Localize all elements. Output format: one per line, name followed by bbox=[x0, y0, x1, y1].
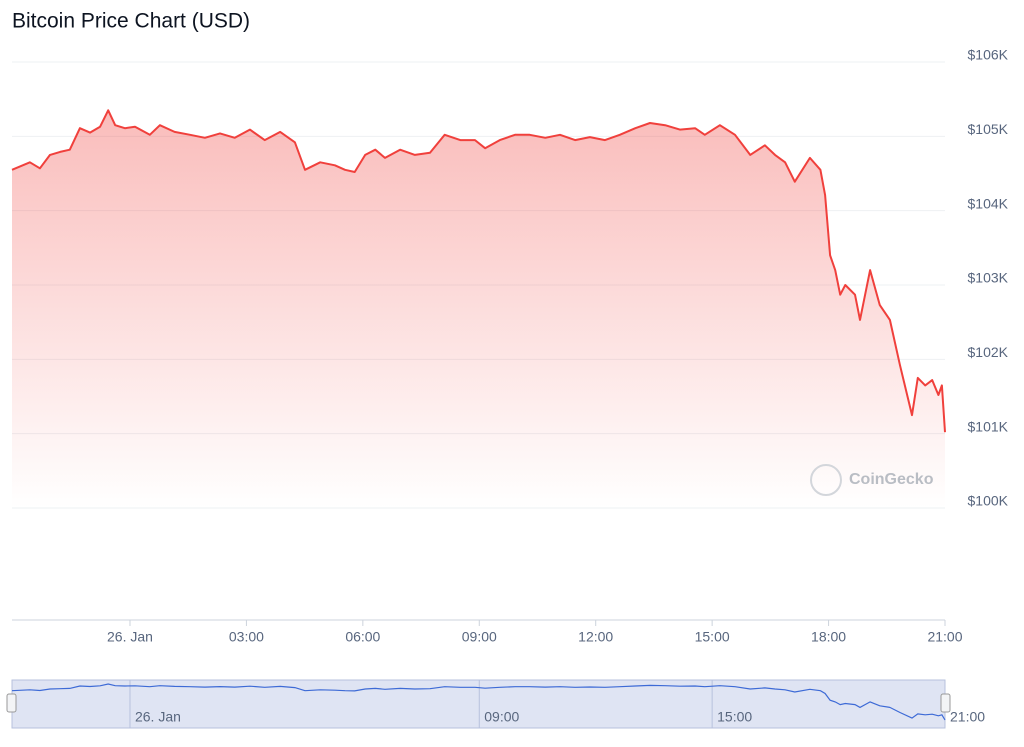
y-tick-label: $104K bbox=[968, 195, 1009, 211]
area-fill bbox=[12, 110, 945, 509]
y-tick-label: $100K bbox=[968, 493, 1009, 509]
y-tick-label: $101K bbox=[968, 418, 1009, 434]
navigator-line bbox=[11, 683, 946, 721]
x-tick-label: 03:00 bbox=[229, 629, 264, 645]
x-tick-label: 18:00 bbox=[811, 629, 846, 645]
navigator-tick-label: 15:00 bbox=[717, 709, 752, 725]
watermark: CoinGecko bbox=[849, 471, 934, 488]
x-tick-label: 12:00 bbox=[578, 629, 613, 645]
x-tick-label: 15:00 bbox=[695, 629, 730, 645]
navigator-tick-label: 26. Jan bbox=[135, 709, 181, 725]
watermark-logo bbox=[810, 464, 842, 496]
navigator-handle[interactable] bbox=[6, 693, 17, 713]
x-tick-label: 21:00 bbox=[927, 629, 962, 645]
navigator-tick-label: 21:00 bbox=[950, 709, 985, 725]
x-tick-label: 09:00 bbox=[462, 629, 497, 645]
price-line bbox=[11, 109, 946, 433]
y-tick-label: $102K bbox=[968, 344, 1009, 360]
y-tick-label: $105K bbox=[968, 121, 1009, 137]
x-tick-label: 06:00 bbox=[345, 629, 380, 645]
x-tick-label: 26. Jan bbox=[107, 629, 153, 645]
navigator-tick-label: 09:00 bbox=[484, 709, 519, 725]
chart-title: Bitcoin Price Chart (USD) bbox=[12, 10, 250, 33]
y-tick-label: $103K bbox=[968, 270, 1009, 286]
y-tick-label: $106K bbox=[968, 47, 1009, 63]
navigator-handle[interactable] bbox=[940, 693, 951, 713]
